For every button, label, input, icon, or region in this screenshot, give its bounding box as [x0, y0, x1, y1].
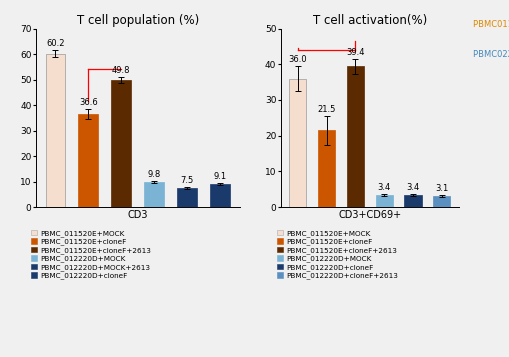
X-axis label: CD3: CD3	[127, 210, 148, 220]
Text: 9.8: 9.8	[147, 170, 160, 179]
Bar	[210, 184, 230, 207]
Text: 60.2: 60.2	[46, 39, 65, 48]
Bar	[317, 130, 334, 207]
Legend: PBMC_011520E+MOCK, PBMC_011520E+cloneF, PBMC_011520E+cloneF+2613, PBMC_012220D+M: PBMC_011520E+MOCK, PBMC_011520E+cloneF, …	[29, 228, 152, 281]
Text: PBMC02220D: T cell 16%: PBMC02220D: T cell 16%	[472, 50, 509, 59]
Legend: PBMC_011520E+MOCK, PBMC_011520E+cloneF, PBMC_011520E+cloneF+2613, PBMC_012220D+M: PBMC_011520E+MOCK, PBMC_011520E+cloneF, …	[275, 228, 399, 281]
Text: 21.5: 21.5	[317, 105, 335, 114]
Bar	[375, 195, 392, 207]
Bar	[404, 195, 421, 207]
X-axis label: CD3+CD69+: CD3+CD69+	[337, 210, 401, 220]
Bar	[45, 54, 65, 207]
Bar	[78, 114, 98, 207]
Text: 49.8: 49.8	[112, 66, 130, 75]
Bar	[177, 188, 196, 207]
Text: 36.6: 36.6	[79, 98, 98, 107]
Text: 36.0: 36.0	[288, 55, 306, 64]
Text: 3.4: 3.4	[406, 183, 419, 192]
Bar	[144, 182, 164, 207]
Text: 7.5: 7.5	[180, 176, 193, 185]
Title: T cell activation(%): T cell activation(%)	[312, 14, 426, 27]
Text: PBMC011520E: T cell 55%: PBMC011520E: T cell 55%	[472, 20, 509, 29]
Bar	[111, 80, 131, 207]
Text: 39.4: 39.4	[346, 48, 364, 57]
Text: 3.1: 3.1	[434, 184, 447, 193]
Text: 9.1: 9.1	[213, 172, 226, 181]
Bar	[289, 79, 306, 207]
Bar	[432, 196, 449, 207]
Title: T cell population (%): T cell population (%)	[76, 14, 199, 27]
Bar	[346, 66, 363, 207]
Text: 3.4: 3.4	[377, 183, 390, 192]
